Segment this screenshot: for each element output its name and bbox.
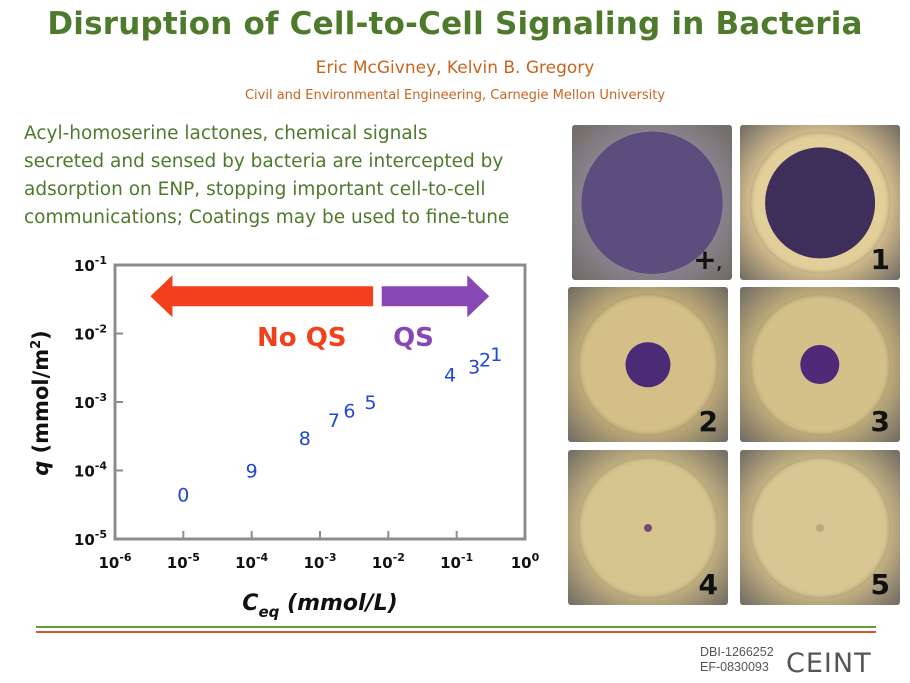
ceint-logo: CEINT [786,648,872,679]
plate-purple-zone [625,341,671,388]
data-point-label: 5 [365,392,377,414]
data-point-label: 3 [468,356,480,378]
x-tick-label: 10-4 [235,551,268,572]
adsorption-chart: 10-6 10-5 10-4 10-3 10-2 10-1 10010-510-410-31… [29,254,540,621]
x-axis-label: Ceq (mmol/L) [242,591,397,621]
plate-label: 1 [870,243,890,276]
plate-label-text: + [693,243,717,276]
x-axis-label-sub: eq [258,603,279,621]
data-points: 0 9 87 6 5 4 32 1 [177,344,502,506]
data-point-label: 9 [246,461,258,483]
y-tick-label: 10-5 [74,528,107,549]
intro-line: secreted and sensed by bacteria are inte… [24,151,504,172]
x-tick-label: 10-5 [167,551,200,572]
poster-title: Disruption of Cell-to-Cell Signaling in … [47,6,863,42]
y-axis-label-close: ) [29,330,53,340]
y-tick-label: 10-4 [74,460,107,481]
plate-label: 2 [698,405,718,438]
data-point-label: 4 [444,365,456,387]
qs-arrow [381,275,490,318]
grant-number: DBI-1266252 [700,645,774,659]
y-axis-label: q (mmol/m2) [29,330,53,476]
affiliation: Civil and Environmental Engineering, Car… [244,88,666,103]
divider-orange [36,631,876,633]
plate-purple-zone [800,344,840,385]
y-tick-label: 10-1 [74,254,107,275]
grant-number: EF-0830093 [700,660,769,674]
no-qs-label: No QS [257,323,347,353]
plate-positive-control: +, [572,125,732,280]
data-point-label: 8 [299,428,311,450]
plate-purple-zone [581,131,723,274]
axis-ticks: 10-6 10-5 10-4 10-3 10-2 10-1 10010-510-410-31… [74,254,540,572]
qs-arrows: No QS QS [150,275,490,353]
x-tick-label: 100 [511,551,540,572]
data-point-label: 6 [343,401,355,423]
authors: Eric McGivney, Kelvin B. Gregory [315,58,595,78]
intro-line: communications; Coatings may be used to … [24,207,510,228]
plate-4: 4 [568,450,728,605]
y-tick-label: 10-3 [74,391,107,412]
x-tick-label: 10-3 [303,551,336,572]
data-point-label: 2 [479,349,491,371]
plate-label-comma: , [716,257,722,273]
x-tick-label: 10-6 [98,551,131,572]
intro-line: adsorption on ENP, stopping important ce… [24,179,486,200]
plate-3: 3 [740,287,900,442]
plate-label: 5 [870,568,890,601]
plate-5: 5 [740,450,900,605]
intro-text: Acyl-homoserine lactones, chemical signa… [24,120,569,232]
plate-purple-zone [816,523,824,532]
plate-1: 1 [740,125,900,280]
grant-numbers: DBI-1266252 EF-0830093 [700,645,774,675]
plate-label: +, [693,243,722,276]
data-point-label: 0 [177,484,189,506]
x-tick-label: 10-2 [372,551,405,572]
plate-label: 3 [870,405,890,438]
y-axis-label-main: q [29,461,53,476]
data-point-label: 1 [490,344,502,366]
plate-purple-zone [644,523,652,532]
petri-dish-photos: +, 1 2 3 4 5 [565,125,910,610]
no-qs-arrow [150,275,374,318]
y-axis-label-unit: (mmol/m [29,349,53,461]
plate-label: 4 [698,568,718,601]
x-axis-label-main: C [242,591,258,616]
intro-line: Acyl-homoserine lactones, chemical signa… [24,123,428,144]
divider-green [36,626,876,628]
qs-label: QS [393,323,434,353]
data-point-label: 7 [328,410,340,432]
y-tick-label: 10-2 [74,323,107,344]
x-tick-label: 10-1 [440,551,473,572]
x-axis-label-unit: (mmol/L) [279,591,397,616]
plate-purple-zone [765,146,875,259]
y-axis-label-sup: 2 [29,340,44,349]
plate-2: 2 [568,287,728,442]
